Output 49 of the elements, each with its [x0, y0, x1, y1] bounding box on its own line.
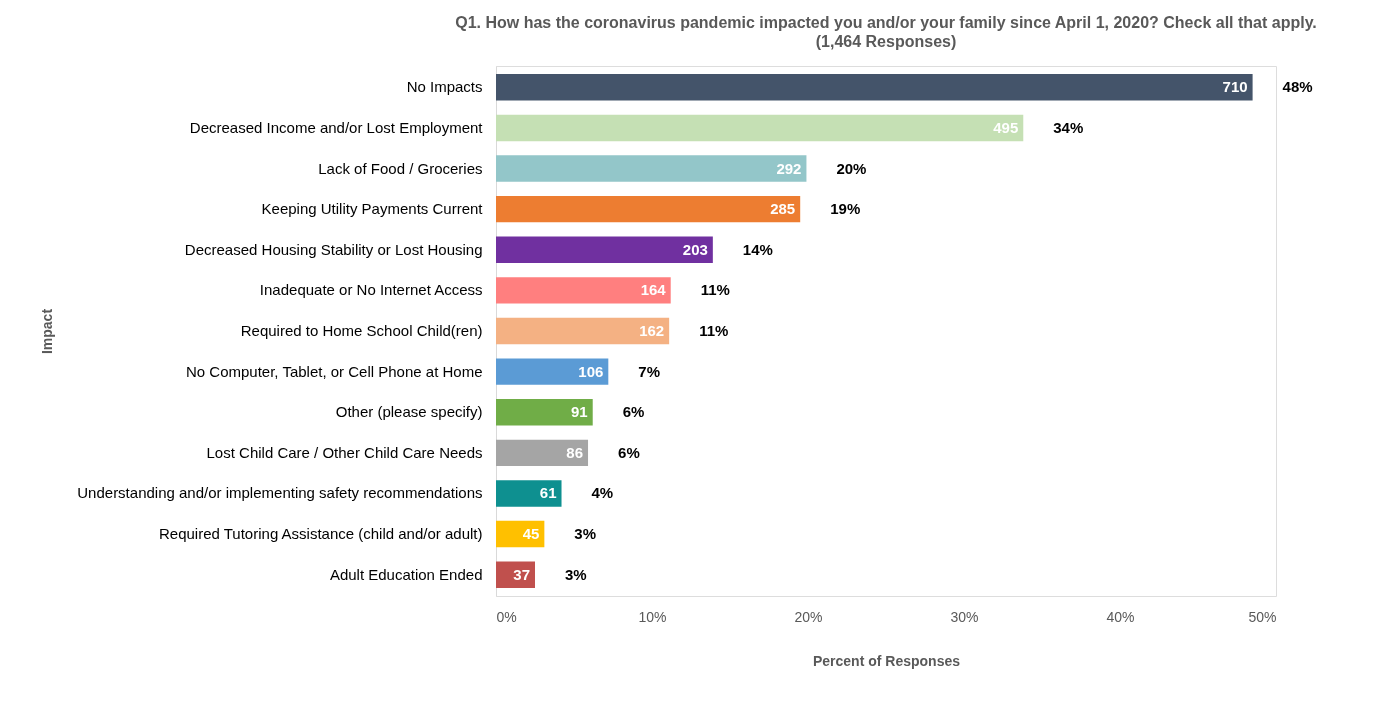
y-tick-label: Required Tutoring Assistance (child and/or adult) — [158, 525, 483, 543]
chart-title: Q1. How has the coronavirus pandemic impacted you and/or your family since April 1, 2020? Check all that apply. — [455, 14, 1317, 31]
x-axis-title: Percent of Responses — [812, 652, 961, 669]
x-tick-label: 10% — [638, 608, 667, 625]
data-label: 11% — [700, 281, 730, 299]
data-label: 3% — [565, 565, 587, 583]
chart-subtitle: (1,464 Responses) — [815, 33, 957, 50]
y-tick-label: Understanding and/or implementing safety recommendations — [77, 484, 483, 502]
annotation: 106 — [578, 362, 604, 380]
x-tick-label: 30% — [950, 608, 979, 625]
x-tick-label: 20% — [794, 608, 823, 625]
data-label: 48% — [1282, 78, 1313, 96]
annotation: 710 — [1222, 78, 1248, 96]
y-tick-label: Other (please specify) — [335, 403, 483, 421]
annotation: 91 — [571, 403, 588, 421]
data-label: 19% — [830, 200, 861, 218]
data-label: 11% — [699, 322, 729, 339]
annotation: 86 — [566, 443, 584, 461]
y-tick-label: Adult Education Ended — [329, 565, 483, 583]
annotation: 37 — [513, 565, 530, 583]
data-label: 4% — [591, 484, 614, 502]
y-tick-label: Inadequate or No Internet Access — [259, 281, 483, 299]
x-tick-label: 0% — [496, 608, 517, 625]
data-label: 20% — [836, 159, 867, 177]
y-tick-label: Decreased Housing Stability or Lost Housing — [184, 240, 483, 258]
annotation: 292 — [776, 159, 802, 177]
y-tick-label: Lost Child Care / Other Child Care Needs — [206, 443, 483, 461]
x-tick-label: 40% — [1106, 608, 1135, 625]
x-tick-label: 50% — [1248, 608, 1277, 625]
y-axis-title: Impact — [38, 308, 55, 355]
annotation: 162 — [639, 322, 665, 339]
annotation: 61 — [539, 484, 557, 502]
y-tick-label: No Impacts — [406, 78, 483, 96]
annotation: 45 — [522, 525, 540, 543]
y-tick-label: Keeping Utility Payments Current — [261, 200, 484, 218]
data-label: 7% — [638, 362, 661, 380]
y-tick-label: No Computer, Tablet, or Cell Phone at Home — [185, 362, 483, 380]
y-tick-label: Lack of Food / Groceries — [318, 159, 483, 177]
y-tick-label: Required to Home School Child(ren) — [240, 322, 483, 339]
data-label: 6% — [618, 443, 640, 461]
data-label: 6% — [622, 403, 645, 421]
annotation: 285 — [770, 200, 796, 218]
annotation: 495 — [993, 118, 1019, 136]
data-label: 34% — [1053, 118, 1084, 136]
annotation: 203 — [682, 240, 708, 258]
y-tick-label: Decreased Income and/or Lost Employment — [189, 118, 484, 136]
annotation: 164 — [640, 281, 667, 299]
data-label: 3% — [574, 525, 597, 543]
data-label: 14% — [742, 240, 773, 258]
